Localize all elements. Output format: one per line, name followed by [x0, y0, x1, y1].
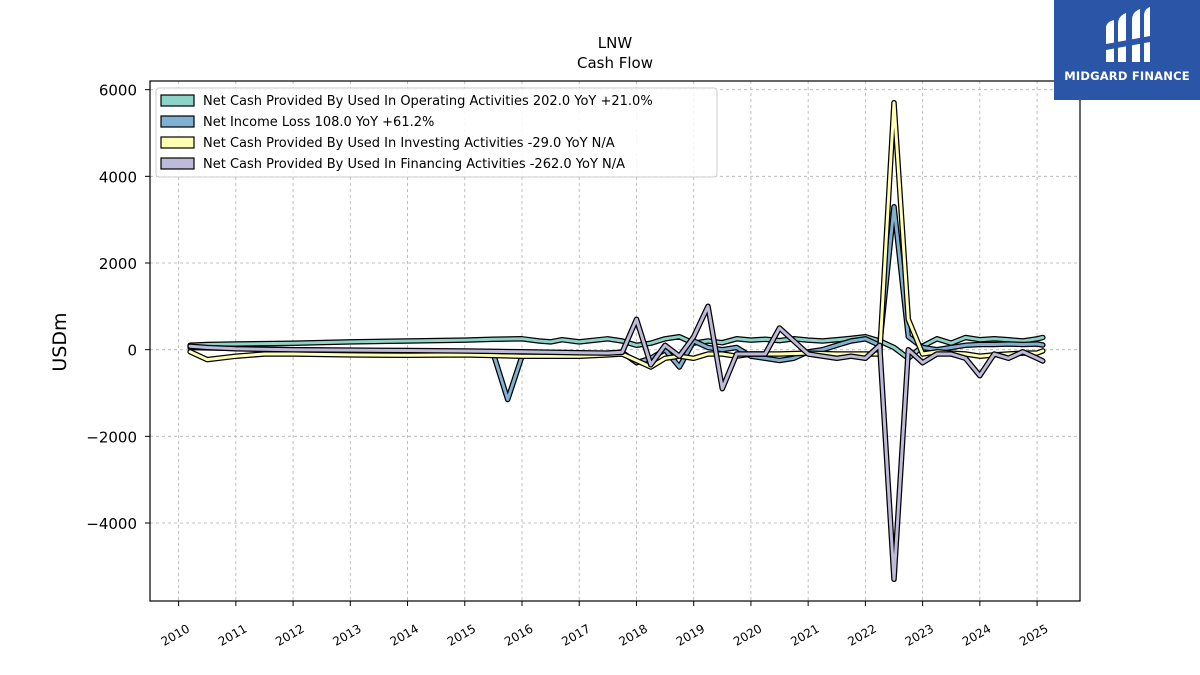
legend-box: [155, 87, 718, 178]
x-tick-label: 2012: [273, 621, 306, 648]
x-tick-label: 2014: [388, 621, 421, 648]
series-group: [187, 99, 1046, 583]
x-tick-label: 2018: [617, 621, 650, 648]
series-outline-4: [187, 303, 1046, 583]
y-axis-label: USDm: [49, 312, 71, 371]
series-line-4: [188, 304, 1045, 581]
legend-swatch-4: [160, 157, 195, 170]
legend-swatch-3: [160, 136, 195, 149]
x-tick-label: 2021: [788, 621, 821, 648]
y-tick-label: 6000: [99, 82, 137, 100]
y-axis: 6000 4000 2000 0 −2000 −4000: [86, 82, 150, 533]
y-tick-label: −4000: [86, 515, 137, 533]
legend-label-4: Net Cash Provided By Used In Financing A…: [203, 157, 625, 172]
x-tick-label: 2022: [845, 621, 878, 648]
series-line-3: [188, 101, 1045, 369]
x-tick-label: 2011: [216, 621, 249, 648]
x-tick-label: 2025: [1017, 621, 1050, 648]
legend-label-3: Net Cash Provided By Used In Investing A…: [203, 136, 615, 151]
plot-frame: [149, 80, 1081, 602]
brand-name: MIDGARD FINANCE: [1064, 69, 1190, 83]
x-axis: 2010 2011 2012 2013 2014 2015 2016 2017 2018 2019…: [159, 601, 1051, 649]
x-tick-label: 2019: [674, 621, 707, 648]
x-tick-label: 2010: [159, 621, 192, 648]
series-line-2: [188, 205, 1045, 401]
x-tick-label: 2023: [903, 621, 936, 648]
chart-subtitle: Cash Flow: [577, 54, 653, 72]
x-tick-label: 2015: [445, 621, 478, 648]
legend-swatch-2: [160, 115, 195, 128]
legend-swatch-1: [160, 94, 195, 107]
series-line-1: [188, 335, 1045, 360]
x-tick-label: 2016: [502, 621, 535, 648]
chart-title: LNW: [598, 34, 633, 52]
x-tick-label: 2020: [731, 621, 764, 648]
logo-mark-icon: [1106, 7, 1150, 62]
y-tick-label: −2000: [86, 428, 137, 446]
y-tick-label: 4000: [99, 168, 137, 186]
y-tick-label: 2000: [99, 255, 137, 273]
legend-label-1: Net Cash Provided By Used In Operating A…: [203, 94, 653, 109]
brand-logo: MIDGARD FINANCE: [1054, 0, 1200, 100]
x-tick-label: 2013: [330, 621, 363, 648]
y-tick-label: 0: [127, 342, 137, 360]
x-tick-label: 2017: [559, 621, 592, 648]
legend: Net Cash Provided By Used In Operating A…: [155, 87, 718, 178]
x-tick-label: 2024: [960, 621, 993, 648]
series-outline-2: [187, 203, 1046, 403]
legend-label-2: Net Income Loss 108.0 YoY +61.2%: [203, 115, 434, 130]
